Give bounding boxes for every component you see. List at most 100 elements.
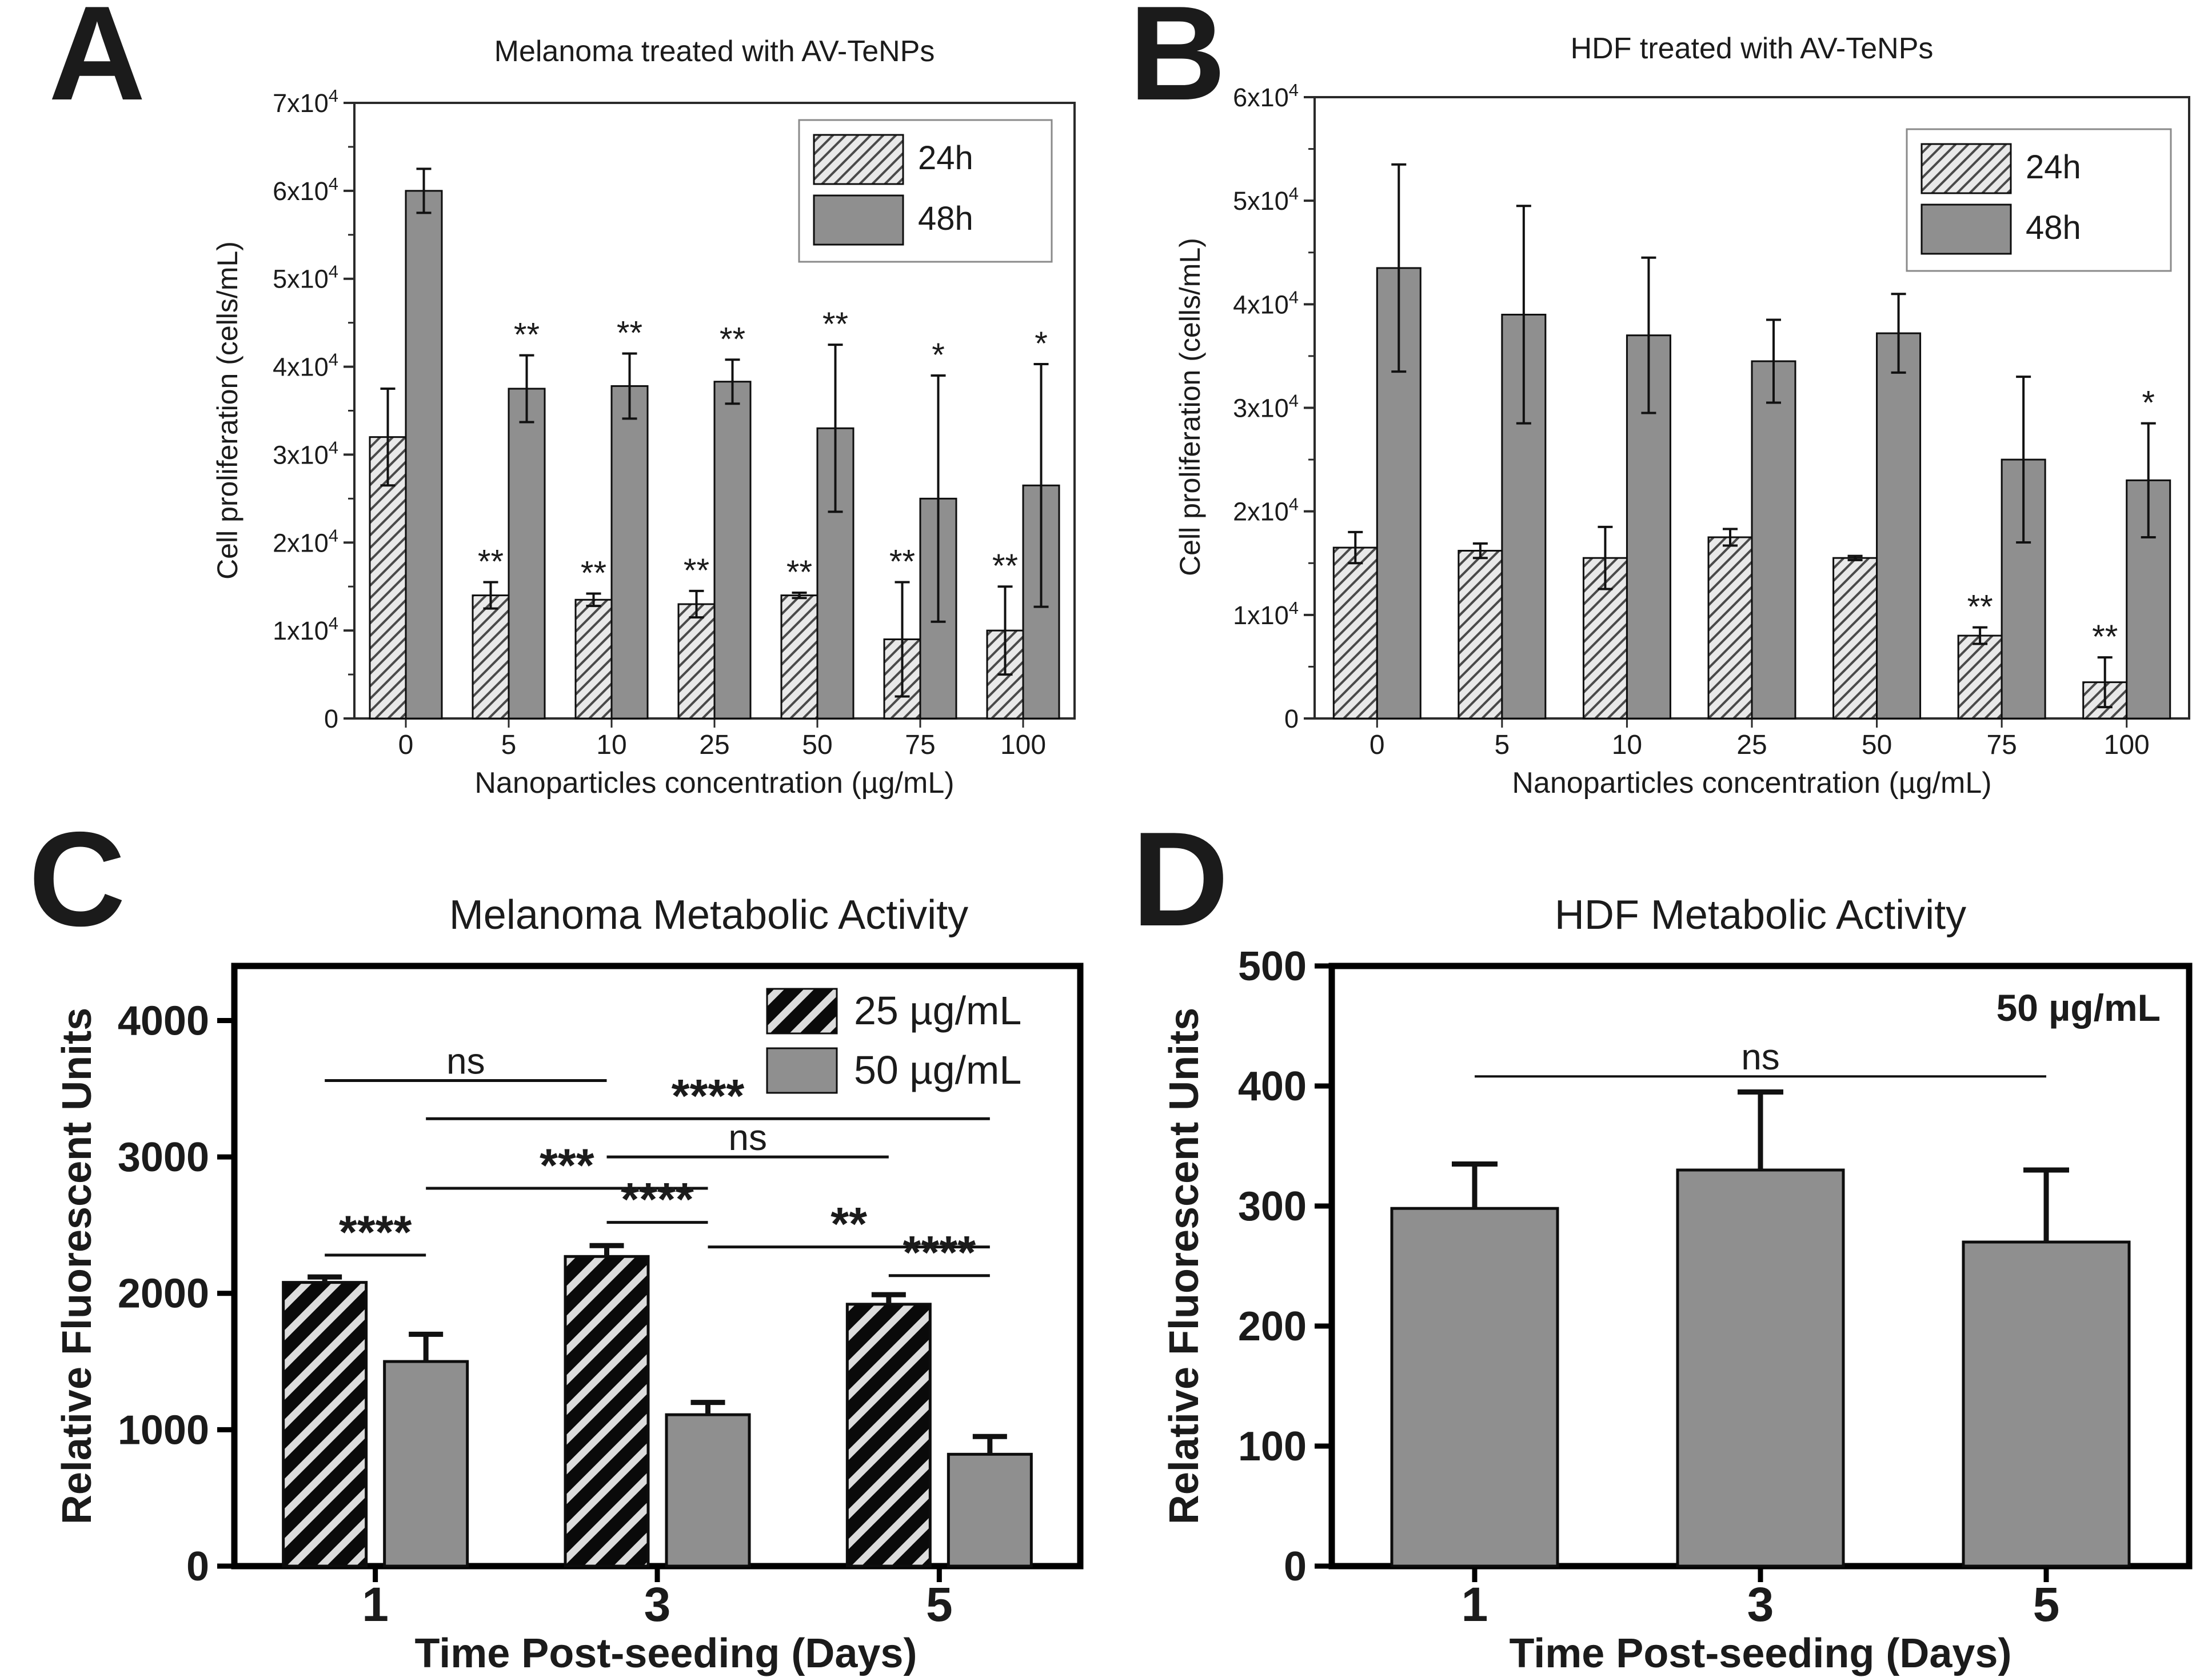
bar: [665, 1413, 751, 1568]
significance-stars: **: [581, 555, 606, 592]
x-tick-label: 0: [398, 730, 414, 760]
bar: [816, 427, 855, 720]
x-tick-label: 25: [1736, 730, 1767, 760]
x-tick-label: 50: [1862, 730, 1892, 760]
panel-b-letter: B: [1129, 0, 1226, 128]
bracket-label: **: [831, 1199, 867, 1251]
significance-stars: *: [1035, 325, 1048, 362]
bar: [1626, 334, 1671, 720]
bracket-label: ****: [339, 1207, 412, 1259]
legend-swatch: [766, 988, 838, 1035]
legend-label: 50 µg/mL: [854, 1048, 1021, 1092]
x-tick-label: 5: [926, 1578, 953, 1631]
y-tick-label: 400: [1238, 1064, 1307, 1109]
bracket-label: ns: [1741, 1036, 1780, 1077]
legend-swatch: [1920, 203, 2012, 255]
y-tick-label: 4x104: [273, 350, 338, 382]
bar: [610, 385, 649, 720]
x-tick-label: 1: [1462, 1578, 1488, 1631]
significance-stars: **: [478, 544, 504, 581]
bar: [1707, 536, 1753, 720]
legend-label: 25 µg/mL: [854, 988, 1021, 1033]
y-tick-label: 3x104: [1233, 391, 1299, 423]
panel-d-x-axis-title: Time Post-seeding (Days): [1509, 1631, 2012, 1676]
legend-swatch: [813, 134, 904, 185]
panel-a-y-axis-title: Cell proliferation (cells/mL): [211, 241, 243, 580]
bar: [1832, 557, 1878, 720]
bar: [383, 1360, 469, 1568]
bar: [1957, 634, 2003, 720]
bracket-label: ****: [672, 1070, 745, 1122]
significance-stars: **: [514, 317, 540, 354]
legend-label: 24h: [918, 139, 973, 177]
x-tick-label: 75: [1986, 730, 2017, 760]
bracket-label: ***: [540, 1140, 594, 1192]
x-tick-label: 0: [1369, 730, 1385, 760]
bracket-label: ****: [903, 1227, 976, 1279]
y-tick-label: 1000: [118, 1407, 209, 1453]
panel-a-title: Melanoma treated with AV-TeNPs: [494, 35, 935, 68]
y-tick-label: 200: [1238, 1304, 1307, 1349]
bar: [574, 598, 613, 720]
bracket-label: ns: [446, 1040, 485, 1081]
bar: [564, 1255, 650, 1568]
y-tick-label: 3000: [118, 1135, 209, 1180]
significance-stars: *: [2142, 385, 2155, 422]
significance-stars: **: [2092, 618, 2118, 656]
x-tick-label: 1: [362, 1578, 389, 1631]
bracket-label: ns: [728, 1117, 767, 1158]
significance-stars: **: [1967, 589, 1993, 626]
significance-stars: **: [684, 552, 709, 589]
bar: [1390, 1207, 1559, 1568]
x-tick-label: 3: [644, 1578, 671, 1631]
y-tick-label: 6x104: [1233, 80, 1299, 112]
panel-a: 0 1x104 2x104 3x104 4x104 5x104 6x104 7x104 0 5 10…: [273, 86, 1076, 760]
panel-a-x-axis-title: Nanoparticles concentration (µg/mL): [474, 766, 955, 800]
bar: [508, 388, 546, 720]
panel-b: 0 1x104 2x104 3x104 4x104 5x104 6x104 0 5 10 25 50 7…: [1233, 80, 2190, 760]
y-tick-label: 5x104: [1233, 183, 1299, 215]
legend-label: 48h: [918, 200, 973, 237]
significance-stars: **: [617, 314, 642, 352]
x-tick-label: 3: [1747, 1578, 1774, 1631]
bar: [713, 381, 752, 720]
legend-swatch: [813, 194, 904, 246]
y-tick-label: 3x104: [273, 437, 338, 469]
y-tick-label: 500: [1238, 944, 1307, 989]
y-tick-label: 0: [1284, 1544, 1307, 1590]
x-tick-label: 100: [1000, 730, 1046, 760]
y-tick-label: 5x104: [273, 262, 338, 294]
legend-swatch: [766, 1047, 838, 1094]
y-tick-label: 2000: [118, 1271, 209, 1317]
bar: [1458, 550, 1503, 720]
x-tick-label: 10: [1612, 730, 1642, 760]
bar: [405, 190, 443, 720]
x-tick-label: 100: [2104, 730, 2150, 760]
significance-stars: **: [822, 306, 848, 343]
y-tick-label: 2x104: [1233, 494, 1299, 526]
y-tick-label: 0: [1284, 704, 1299, 733]
x-tick-label: 5: [2033, 1578, 2060, 1631]
y-tick-label: 1x104: [1233, 598, 1299, 630]
panel-b-x-axis-title: Nanoparticles concentration (µg/mL): [1512, 766, 1992, 800]
x-tick-label: 50: [802, 730, 832, 760]
bar: [1332, 546, 1378, 720]
panel-d-y-axis-title: Relative Fluorescent Units: [1161, 1007, 1207, 1525]
panel-b-y-axis-title: Cell proliferation (cells/mL): [1174, 238, 1206, 576]
bar: [677, 603, 716, 720]
x-tick-label: 10: [596, 730, 626, 760]
y-tick-label: 6x104: [273, 174, 338, 206]
significance-stars: **: [992, 548, 1018, 585]
panel-d: 0 100 200 300 400 500 1 3 5 ns: [1238, 944, 2193, 1631]
panel-b-title: HDF treated with AV-TeNPs: [1570, 32, 1934, 65]
y-tick-label: 4x104: [1233, 287, 1299, 319]
significance-stars: *: [932, 337, 945, 374]
bar: [947, 1452, 1033, 1568]
panel-d-letter: D: [1132, 804, 1229, 954]
bar: [282, 1281, 368, 1568]
significance-stars: **: [720, 321, 745, 358]
x-tick-label: 75: [905, 730, 935, 760]
y-tick-label: 1x104: [273, 613, 338, 645]
x-tick-label: 25: [699, 730, 729, 760]
